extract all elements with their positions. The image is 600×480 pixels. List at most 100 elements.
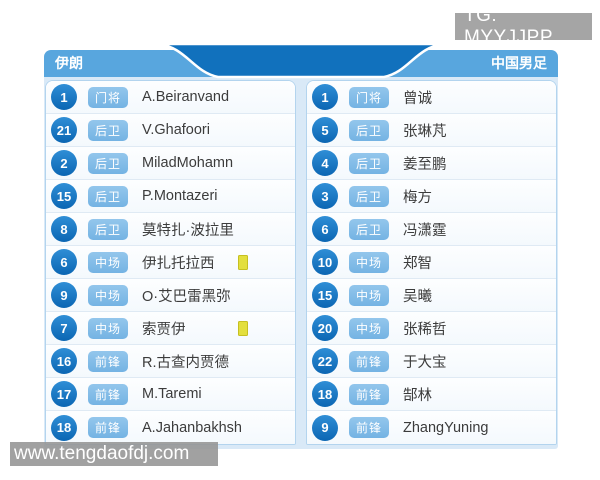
player-name: 姜至鹏	[403, 156, 447, 173]
player-name: P.Montazeri	[142, 188, 218, 204]
player-row: 3 后卫 梅方	[307, 180, 556, 213]
position-badge: 后卫	[349, 218, 389, 240]
player-number-badge: 15	[312, 282, 338, 308]
position-badge: 后卫	[349, 119, 389, 141]
player-row: 20 中场 张稀哲	[307, 312, 556, 345]
player-row: 6 后卫 冯潇霆	[307, 213, 556, 246]
player-row: 6 中场 伊扎托拉西	[46, 246, 295, 279]
position-badge: 中场	[88, 317, 128, 339]
position-badge: 中场	[349, 317, 389, 339]
position-badge: 中场	[349, 284, 389, 306]
player-row: 1 门将 曾诚	[307, 81, 556, 114]
player-row: 5 后卫 张琳芃	[307, 114, 556, 147]
player-name: MiladMohamn	[142, 155, 234, 171]
player-number-badge: 5	[312, 117, 338, 143]
position-badge: 前锋	[88, 417, 128, 438]
position-badge: 后卫	[88, 218, 128, 240]
player-name: 张稀哲	[403, 321, 447, 338]
position-badge: 前锋	[88, 350, 128, 372]
player-name: O·艾巴雷黑弥	[142, 288, 231, 305]
player-name: M.Taremi	[142, 386, 202, 402]
position-badge: 中场	[88, 251, 128, 273]
player-row: 4 后卫 姜至鹏	[307, 147, 556, 180]
player-number-badge: 9	[312, 414, 338, 441]
player-name: 梅方	[403, 189, 432, 206]
position-badge: 前锋	[349, 417, 389, 438]
player-name: 郜林	[403, 387, 432, 404]
right-team-name: 中国男足	[491, 55, 547, 71]
player-row: 16 前锋 R.古查内贾德	[46, 345, 295, 378]
player-row: 9 中场 O·艾巴雷黑弥	[46, 279, 295, 312]
left-team-name: 伊朗	[55, 55, 83, 71]
position-badge: 中场	[88, 284, 128, 306]
player-number-badge: 18	[312, 381, 338, 407]
player-name: 索贾伊	[142, 321, 186, 338]
player-row: 10 中场 郑智	[307, 246, 556, 279]
player-number-badge: 7	[51, 315, 77, 341]
player-number-badge: 20	[312, 315, 338, 341]
player-number-badge: 17	[51, 381, 77, 407]
player-name: 张琳芃	[403, 123, 447, 140]
left-team-column: 1 门将 A.Beiranvand 21 后卫 V.Ghafoori 2 后卫 …	[45, 80, 296, 445]
player-number-badge: 1	[312, 84, 338, 110]
position-badge: 门将	[349, 86, 389, 108]
player-number-badge: 22	[312, 348, 338, 374]
player-name: 吴曦	[403, 288, 432, 305]
player-number-badge: 6	[51, 249, 77, 275]
player-row: 15 中场 吴曦	[307, 279, 556, 312]
player-name: ZhangYuning	[403, 419, 489, 436]
player-row: 17 前锋 M.Taremi	[46, 378, 295, 411]
player-number-badge: 18	[51, 414, 77, 441]
player-name: 莫特扎·波拉里	[142, 222, 234, 239]
player-row: 1 门将 A.Beiranvand	[46, 81, 295, 114]
player-name: 曾诚	[403, 90, 432, 107]
player-row: 7 中场 索贾伊	[46, 312, 295, 345]
position-badge: 后卫	[88, 185, 128, 207]
right-team-column: 1 门将 曾诚 5 后卫 张琳芃 4 后卫 姜至鹏 3 后卫 梅方 6 后卫 冯…	[306, 80, 557, 445]
player-number-badge: 9	[51, 282, 77, 308]
player-name: A.Beiranvand	[142, 89, 230, 105]
player-number-badge: 16	[51, 348, 77, 374]
player-row: 21 后卫 V.Ghafoori	[46, 114, 295, 147]
player-number-badge: 3	[312, 183, 338, 209]
player-number-badge: 2	[51, 150, 77, 176]
tg-contact-badge: TG: MYYJJPP	[455, 5, 592, 48]
player-number-badge: 6	[312, 216, 338, 242]
position-badge: 后卫	[88, 152, 128, 174]
yellow-card-icon	[238, 321, 248, 336]
position-badge: 后卫	[349, 152, 389, 174]
header-center-ribbon	[157, 42, 445, 79]
position-badge: 后卫	[349, 185, 389, 207]
player-number-badge: 4	[312, 150, 338, 176]
player-row: 15 后卫 P.Montazeri	[46, 180, 295, 213]
player-name: 郑智	[403, 255, 432, 272]
player-row: 9 前锋 ZhangYuning	[307, 411, 556, 444]
position-badge: 后卫	[88, 119, 128, 141]
player-row: 22 前锋 于大宝	[307, 345, 556, 378]
player-row: 8 后卫 莫特扎·波拉里	[46, 213, 295, 246]
player-name: 伊扎托拉西	[142, 255, 215, 272]
site-watermark: www.tengdaofdj.com	[10, 442, 218, 466]
position-badge: 前锋	[88, 383, 128, 405]
player-number-badge: 8	[51, 216, 77, 242]
player-number-badge: 10	[312, 249, 338, 275]
lineup-columns: 1 门将 A.Beiranvand 21 后卫 V.Ghafoori 2 后卫 …	[44, 77, 558, 445]
player-number-badge: 21	[51, 117, 77, 143]
player-name: V.Ghafoori	[142, 122, 210, 138]
player-row: 18 前锋 郜林	[307, 378, 556, 411]
player-row: 18 前锋 A.Jahanbakhsh	[46, 411, 295, 444]
player-name: R.古查内贾德	[142, 354, 229, 371]
player-number-badge: 1	[51, 84, 77, 110]
lineup-panel: 伊朗 中国男足 1 门将 A.Beiranvand 21 后卫 V.Ghafoo…	[44, 42, 558, 449]
player-name: 冯潇霆	[403, 222, 447, 239]
position-badge: 门将	[88, 86, 128, 108]
player-number-badge: 15	[51, 183, 77, 209]
position-badge: 前锋	[349, 383, 389, 405]
player-name: 于大宝	[403, 354, 447, 371]
position-badge: 中场	[349, 251, 389, 273]
yellow-card-icon	[238, 255, 248, 270]
player-row: 2 后卫 MiladMohamn	[46, 147, 295, 180]
position-badge: 前锋	[349, 350, 389, 372]
player-name: A.Jahanbakhsh	[142, 419, 242, 436]
